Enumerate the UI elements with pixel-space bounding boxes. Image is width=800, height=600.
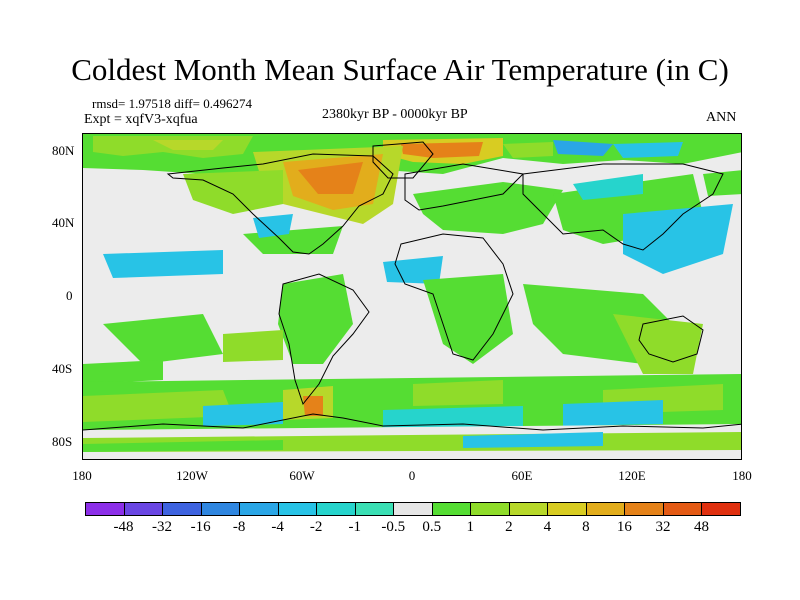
lon-tick-label: 180	[72, 468, 92, 483]
colorbar-swatch	[585, 502, 626, 516]
colorbar-swatch	[316, 502, 356, 516]
colorbar-swatch	[508, 502, 549, 516]
colorbar-label: -48	[113, 519, 134, 535]
colorbar-label: 1	[466, 519, 475, 535]
colorbar-swatch	[162, 502, 202, 516]
lat-tick-label: 40N	[52, 215, 75, 230]
colorbar-swatch	[85, 502, 125, 516]
colorbar-swatch	[393, 502, 433, 516]
colorbar-swatch	[354, 502, 395, 516]
lon-tick-label: 120W	[176, 468, 208, 483]
colorbar-label: -2	[309, 519, 323, 535]
lon-tick-label: 180	[732, 468, 752, 483]
lat-tick-label: 80S	[52, 434, 73, 449]
colorbar-label: -4	[271, 519, 284, 535]
colorbar-swatch	[200, 502, 241, 516]
colorbar-swatch	[624, 502, 664, 516]
colorbar-label: -32	[152, 519, 173, 535]
lat-tick-label: 0	[66, 288, 73, 303]
colorbar-swatch	[123, 502, 164, 516]
colorbar-label: 8	[582, 519, 590, 535]
colorbar-swatch	[277, 502, 318, 516]
colorbar-label: -16	[190, 519, 211, 535]
colorbar-label: -8	[232, 519, 246, 535]
lon-tick-label: 120E	[618, 468, 646, 483]
colorbar-label: 32	[655, 519, 671, 535]
lat-tick-label: 80N	[52, 143, 75, 158]
temperature-field	[83, 134, 741, 459]
map-title: Coldest Month Mean Surface Air Temperatu…	[71, 52, 729, 87]
anomaly-shading	[83, 134, 741, 459]
colorbar-swatch	[547, 502, 587, 516]
period-label: 2380kyr BP - 0000kyr BP	[322, 107, 468, 122]
lat-tick-label: 40S	[52, 361, 73, 376]
lon-tick-label: 60W	[289, 468, 315, 483]
colorbar-label: 16	[616, 519, 632, 535]
map-plot	[82, 133, 742, 460]
colorbar-swatch	[701, 502, 741, 516]
colorbar-label: 2	[505, 519, 513, 535]
colorbar-label: 0.5	[422, 519, 442, 535]
lon-tick-label: 0	[408, 468, 416, 483]
colorbar-label: 48	[693, 519, 709, 535]
colorbar-swatch	[239, 502, 279, 516]
colorbar-label: -1	[348, 519, 361, 535]
coastlines	[83, 141, 741, 431]
colorbar-swatch	[662, 502, 703, 516]
colorbar-label: -0.5	[381, 519, 406, 535]
lon-tick-label: 60E	[511, 468, 533, 483]
experiment-label: Expt = xqfV3-xqfua	[84, 112, 198, 127]
stats-text: rmsd= 1.97518 diff= 0.496274	[92, 96, 252, 111]
colorbar-swatch	[470, 502, 510, 516]
season-label: ANN	[706, 110, 737, 125]
colorbar-swatch	[431, 502, 472, 516]
colorbar-label: 4	[543, 519, 552, 535]
